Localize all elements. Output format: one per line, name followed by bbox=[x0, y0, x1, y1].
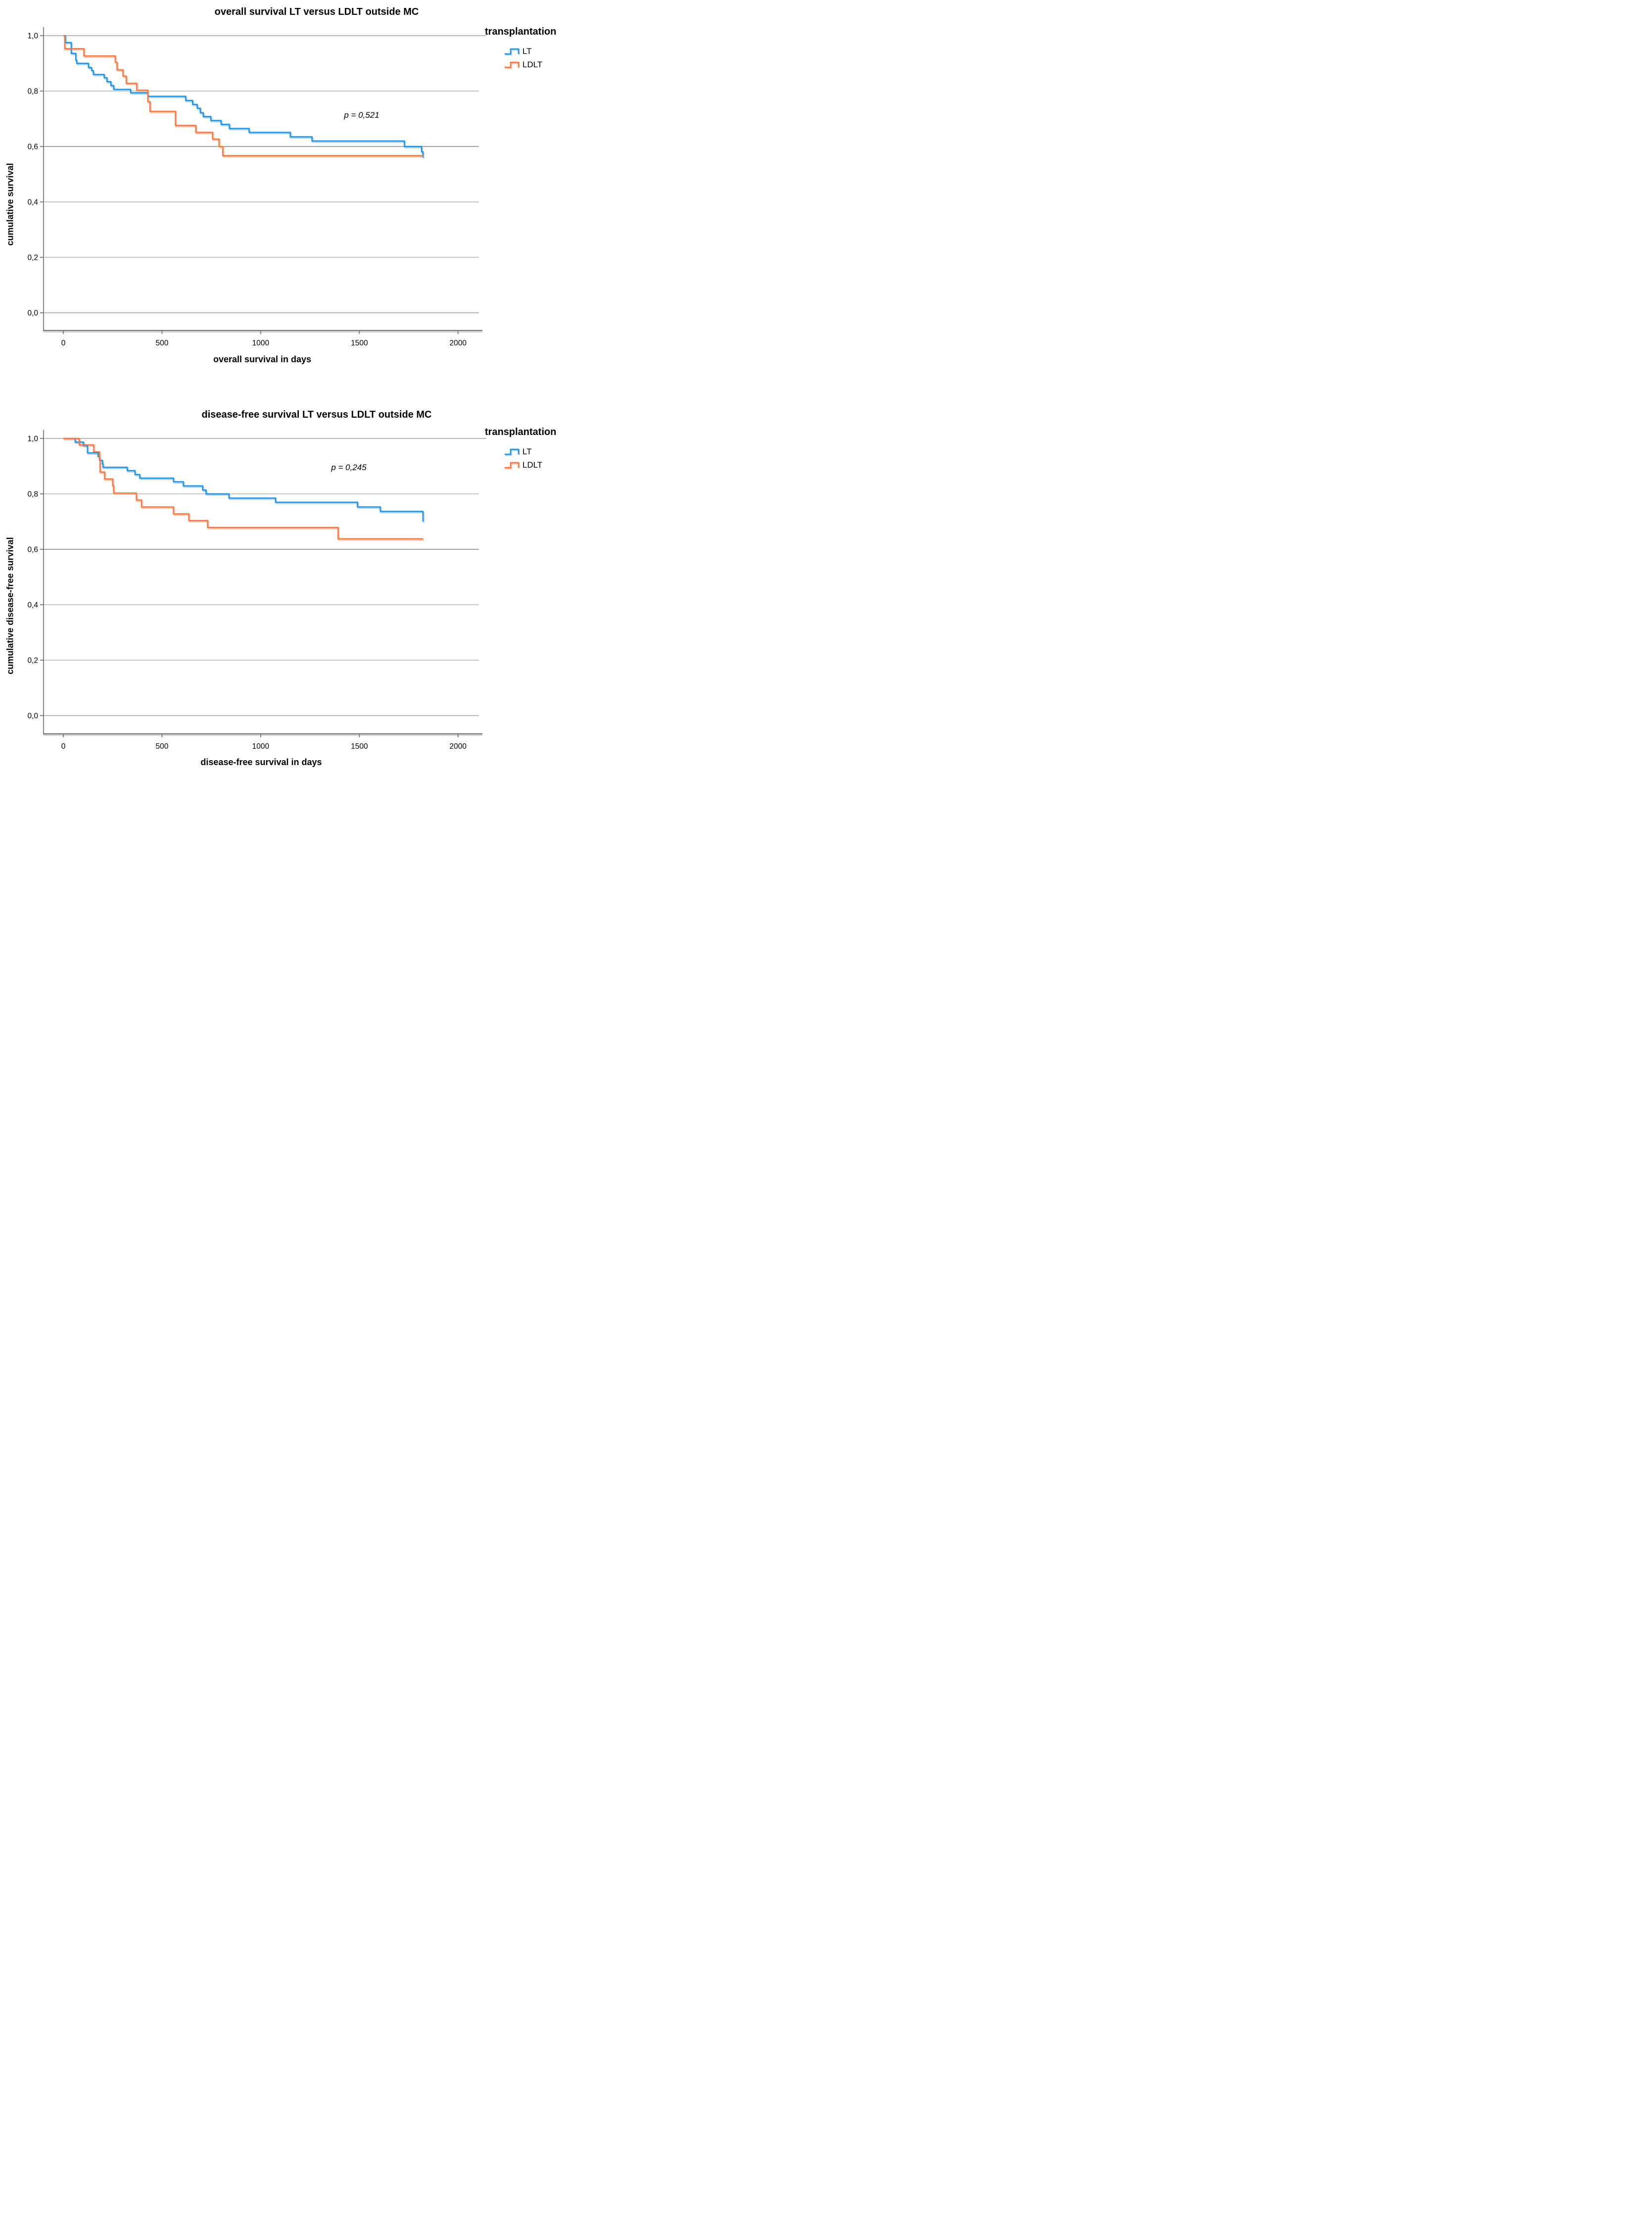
ldlt-step-line-icon bbox=[505, 61, 520, 69]
y-tick-label: 1,0 bbox=[27, 435, 38, 443]
chart-title-overall: overall survival LT versus LDLT outside … bbox=[214, 6, 419, 17]
y-tick-label: 0,6 bbox=[27, 546, 38, 554]
legend-label-ldlt: LDLT bbox=[522, 60, 543, 69]
y-tick-label: 0,2 bbox=[27, 657, 38, 665]
survival-curve-halo-ldlt bbox=[64, 36, 424, 158]
survival-curve-ldlt bbox=[63, 437, 424, 539]
x-tick-label: 0 bbox=[61, 742, 66, 751]
legend-title: transplantation bbox=[485, 26, 557, 37]
figure-page: { "colors": { "lt": "#1F8FE0", "lt_halo"… bbox=[0, 0, 576, 774]
survival-curve-lt bbox=[63, 437, 424, 522]
y-tick-label: 0,0 bbox=[27, 712, 38, 721]
legend-item-ldlt: LDLT bbox=[504, 458, 576, 472]
legend-item-ldlt: LDLT bbox=[504, 58, 576, 71]
survival-curve-ldlt bbox=[63, 35, 424, 156]
y-tick-label: 0,8 bbox=[27, 490, 38, 499]
x-tick-label: 1000 bbox=[252, 339, 270, 347]
lt-step-line-icon bbox=[505, 448, 520, 456]
plot-canvas: 1,0 0,8 0,6 0,4 0,2 0,0 0 500 1000 1500 2000 1,0 0,8… bbox=[27, 27, 486, 751]
survival-curve-halo-ldlt bbox=[64, 438, 424, 541]
legend-label-ldlt: LDLT bbox=[522, 460, 543, 470]
x-tick-label: 1000 bbox=[252, 742, 270, 751]
legend-disease-free: transplantation LT LDLT bbox=[485, 427, 576, 472]
y-tick-label: 0,6 bbox=[27, 143, 38, 151]
x-tick-label: 500 bbox=[156, 742, 169, 751]
x-tick-label: 1500 bbox=[351, 742, 368, 751]
legend-item-lt: LT bbox=[504, 445, 576, 458]
y-tick-label: 0,0 bbox=[27, 309, 38, 318]
legend-item-lt: LT bbox=[504, 45, 576, 58]
x-tick-label: 0 bbox=[61, 339, 66, 347]
x-tick-label: 2000 bbox=[450, 339, 467, 347]
x-tick-label: 2000 bbox=[450, 742, 467, 751]
legend-label-lt: LT bbox=[522, 47, 532, 56]
lt-step-line-icon bbox=[505, 48, 520, 55]
y-tick-label: 0,2 bbox=[27, 254, 38, 262]
x-tick-label: 1500 bbox=[351, 339, 368, 347]
p-value-label-disease-free: p = 0,245 bbox=[331, 463, 367, 472]
legend-label-lt: LT bbox=[522, 447, 532, 456]
y-tick-label: 1,0 bbox=[27, 32, 38, 41]
y-tick-label: 0,4 bbox=[27, 601, 38, 610]
y-axis-title-disease-free: cumulative disease-free survival bbox=[5, 537, 15, 675]
x-tick-label: 500 bbox=[156, 339, 169, 347]
y-tick-label: 0,8 bbox=[27, 88, 38, 96]
survival-curve-halo-lt bbox=[64, 438, 425, 523]
x-axis-title-disease-free: disease-free survival in days bbox=[200, 757, 322, 767]
x-axis-title-overall: overall survival in days bbox=[213, 354, 312, 364]
legend-overall: transplantation LT LDLT bbox=[485, 26, 576, 71]
p-value-label-overall: p = 0,521 bbox=[344, 110, 379, 120]
ldlt-step-line-icon bbox=[505, 462, 520, 469]
survival-curve-halo-lt bbox=[64, 36, 425, 159]
y-axis-title-overall: cumulative survival bbox=[5, 163, 15, 246]
y-tick-label: 0,4 bbox=[27, 198, 38, 207]
survival-curve-lt bbox=[63, 35, 424, 158]
legend-title: transplantation bbox=[485, 427, 557, 437]
chart-title-disease-free: disease-free survival LT versus LDLT out… bbox=[201, 409, 432, 420]
